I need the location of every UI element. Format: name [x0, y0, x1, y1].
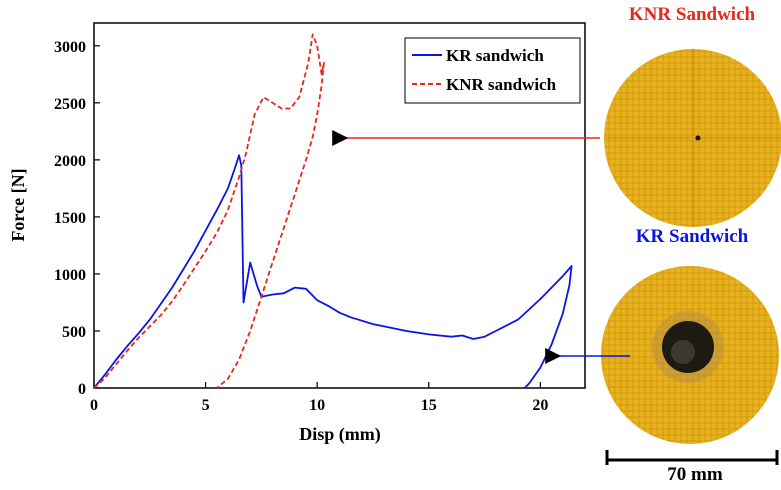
scale-bar-label: 70 mm — [667, 464, 723, 485]
y-axis-label: Force [N] — [8, 168, 28, 241]
y-tick-label: 2000 — [54, 153, 86, 170]
y-tick-label: 3000 — [54, 39, 86, 56]
x-tick-label: 20 — [532, 397, 548, 414]
x-tick-label: 5 — [202, 397, 210, 414]
series-line-kr — [93, 154, 573, 389]
plot-frame — [93, 22, 586, 389]
y-tick-label: 0 — [78, 381, 86, 398]
x-tick-label: 15 — [421, 397, 437, 414]
scale-bar — [605, 450, 779, 465]
knr-impact-point — [695, 135, 701, 141]
x-tick-label: 0 — [90, 397, 98, 414]
legend: KR sandwich KNR sandwich — [404, 37, 581, 104]
y-tick-label: 2500 — [54, 96, 86, 113]
knr-fold-lines — [604, 49, 781, 227]
series-layer — [93, 33, 573, 389]
y-tick-label: 1500 — [54, 210, 86, 227]
axis-ticks: 0 5 10 15 20 0 500 1000 1500 2000 2500 3000 — [54, 39, 548, 414]
kr-photo-title: KR Sandwich — [635, 226, 749, 247]
y-tick-label: 1000 — [54, 267, 86, 284]
legend-box — [404, 37, 581, 104]
knr-specimen-disc — [604, 49, 781, 227]
x-axis-label: Disp (mm) — [299, 424, 381, 445]
series-line-knr — [93, 33, 325, 389]
legend-label-kr: KR sandwich — [446, 46, 544, 65]
kr-impact-hole-detail — [671, 340, 695, 364]
knr-photo — [604, 49, 781, 227]
legend-label-knr: KNR sandwich — [446, 75, 557, 94]
kr-photo — [601, 266, 779, 444]
knr-photo-title: KNR Sandwich — [628, 4, 756, 25]
y-tick-label: 500 — [62, 324, 86, 341]
x-tick-label: 10 — [309, 397, 325, 414]
